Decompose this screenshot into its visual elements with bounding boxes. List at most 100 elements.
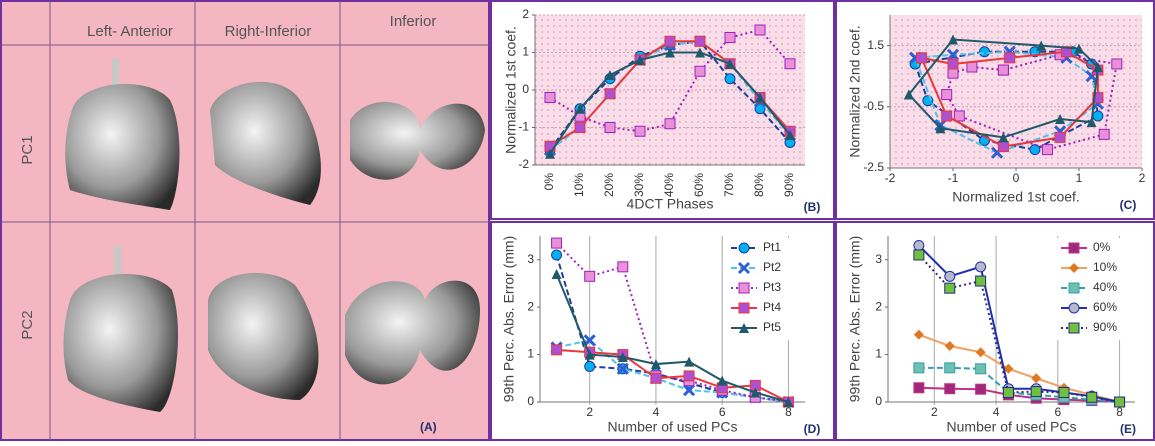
legend-label: Pt3 [763, 280, 781, 294]
y-axis-label: Normalized 1st coef. [503, 26, 519, 154]
y-tick-label: 2 [527, 299, 534, 313]
column-header: Right-Inferior [225, 23, 312, 40]
x-axis-label: Number of used PCs [608, 419, 738, 435]
marker [976, 384, 986, 394]
marker [1087, 392, 1097, 402]
x-tick-label: 4 [993, 405, 1000, 419]
y-axis-label: Normalized 2nd coef. [847, 25, 863, 157]
x-tick-label: 2 [931, 405, 938, 419]
panel-label: (D) [804, 422, 821, 436]
marker [954, 111, 964, 121]
marker [998, 65, 1008, 75]
x-tick-label: 6 [719, 405, 726, 419]
panel-label: (E) [1120, 422, 1136, 436]
panel-label: (A) [420, 420, 437, 434]
x-tick-label: 0 [1013, 171, 1020, 185]
marker [651, 373, 661, 383]
legend-label: 40% [1093, 280, 1117, 294]
x-tick-label: 60% [692, 173, 706, 197]
legend-marker [739, 303, 749, 313]
x-tick-label: -1 [948, 171, 959, 185]
marker [665, 119, 675, 129]
marker [684, 371, 694, 381]
marker [1099, 129, 1109, 139]
marker [1031, 387, 1041, 397]
y-tick-label: 0 [875, 394, 882, 408]
marker [545, 93, 555, 103]
legend-label: Pt2 [763, 260, 781, 274]
row-header: PC1 [19, 135, 36, 164]
marker [948, 59, 958, 69]
legend-label: Pt1 [763, 240, 781, 254]
x-tick-label: 70% [722, 173, 736, 197]
marker [755, 25, 765, 35]
y-tick-label: 2 [522, 7, 529, 21]
marker [1043, 145, 1053, 155]
marker [945, 363, 955, 373]
panel-label: (C) [1120, 198, 1137, 212]
row-header: PC2 [19, 310, 36, 339]
y-tick-label: 1 [522, 45, 529, 59]
x-tick-label: 6 [1054, 405, 1061, 419]
marker [967, 62, 977, 72]
y-tick-label: 0 [522, 82, 529, 96]
column-header: Left- Anterior [87, 23, 173, 40]
figure: Left- Anterior Right-Inferior Inferior P… [0, 0, 1155, 441]
marker [1030, 145, 1040, 155]
legend-label: 90% [1093, 320, 1117, 334]
legend-marker [1069, 323, 1079, 333]
marker [980, 47, 990, 57]
x-axis-label: Number of used PCs [947, 419, 1077, 435]
marker [695, 36, 705, 46]
y-tick-label: 2 [875, 299, 882, 313]
marker [945, 271, 955, 281]
y-tick-label: 1 [527, 347, 534, 361]
y-tick-label: 1.5 [867, 38, 884, 52]
legend-marker [1069, 283, 1079, 293]
legend-label: Pt5 [763, 320, 781, 334]
legend-marker [739, 283, 749, 293]
y-tick-label: -0.5 [863, 99, 884, 113]
marker [725, 74, 735, 84]
marker [552, 250, 562, 260]
marker [605, 123, 615, 133]
y-tick-label: 0 [527, 394, 534, 408]
x-tick-label: 80% [752, 173, 766, 197]
column-header: Inferior [390, 13, 437, 30]
panel-label: (B) [804, 200, 821, 214]
marker [552, 238, 562, 248]
legend-marker [739, 243, 749, 253]
marker [976, 262, 986, 272]
legend-marker [1069, 243, 1079, 253]
x-tick-label: 2 [586, 405, 593, 419]
marker [914, 383, 924, 393]
legend-label: 0% [1093, 240, 1111, 254]
y-tick-label: -2.5 [863, 160, 884, 174]
x-tick-label: 4 [653, 405, 660, 419]
x-tick-label: 2 [1139, 171, 1146, 185]
marker [948, 68, 958, 78]
marker [1005, 53, 1015, 63]
legend-marker [1069, 303, 1079, 313]
x-axis-label: Normalized 1st coef. [952, 189, 1080, 205]
marker [1093, 111, 1103, 121]
y-axis-label: 99th Perc. Abs. Error (mm) [847, 236, 863, 402]
marker [785, 59, 795, 69]
x-tick-label: 1 [1076, 171, 1083, 185]
marker [725, 33, 735, 43]
x-tick-label: 10% [572, 173, 586, 197]
y-tick-label: 3 [875, 252, 882, 266]
y-tick-label: 3 [527, 252, 534, 266]
marker [917, 53, 927, 63]
x-tick-label: 20% [602, 173, 616, 197]
legend-label: Pt4 [763, 300, 781, 314]
marker [945, 283, 955, 293]
marker [945, 384, 955, 394]
marker [976, 276, 986, 286]
marker [665, 36, 675, 46]
marker [1059, 388, 1069, 398]
x-axis-label: 4DCT Phases [627, 196, 714, 212]
marker [585, 361, 595, 371]
marker [575, 123, 585, 133]
marker [585, 271, 595, 281]
